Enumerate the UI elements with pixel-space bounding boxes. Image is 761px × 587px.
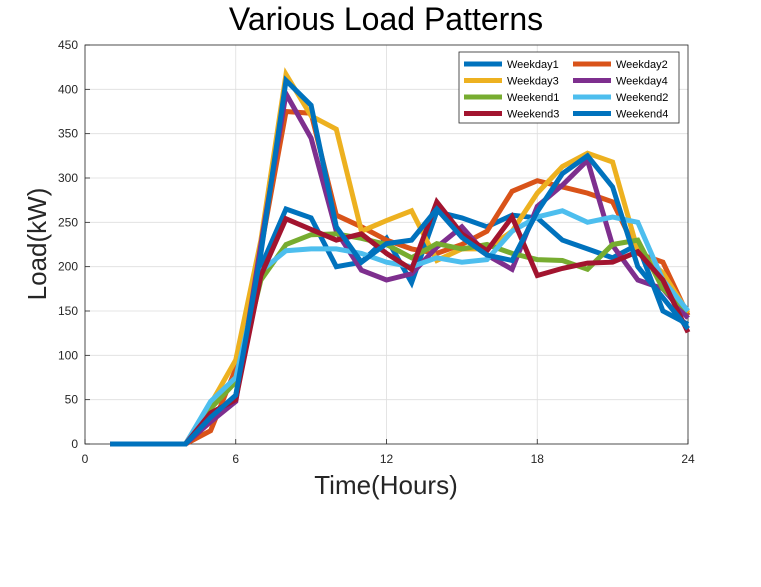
y-tick-label: 300 <box>58 171 78 185</box>
y-tick-label: 50 <box>65 393 79 407</box>
legend-label-weekend1: Weekend1 <box>507 92 559 104</box>
series-line-weekend2 <box>110 208 690 447</box>
x-tick-label: 6 <box>232 452 239 466</box>
legend-label-weekend4: Weekend4 <box>616 109 668 121</box>
x-tick-label: 24 <box>681 452 695 466</box>
y-tick-label: 350 <box>58 127 78 141</box>
legend-label-weekend3: Weekend3 <box>507 109 559 121</box>
y-tick-label: 450 <box>58 38 78 52</box>
y-tick-label: 250 <box>58 215 78 229</box>
y-axis: 0 50 100 150 200 250 300 350 400 450 <box>58 38 90 451</box>
legend-label-weekday4: Weekday4 <box>616 76 668 88</box>
legend-label-weekend2: Weekend2 <box>616 92 668 104</box>
x-axis-label: Time(Hours) <box>314 470 457 500</box>
series-line-weekend4 <box>110 75 690 447</box>
series-line-weekday2 <box>110 108 691 447</box>
x-tick-label: 12 <box>380 452 394 466</box>
legend-label-weekday2: Weekday2 <box>616 59 668 71</box>
chart-title: Various Load Patterns <box>229 1 543 37</box>
series-line-weekday4 <box>110 86 690 447</box>
series-line-weekend3 <box>110 196 691 447</box>
y-tick-label: 150 <box>58 304 78 318</box>
y-axis-label: Load(kW) <box>22 188 52 301</box>
legend-label-weekday1: Weekday1 <box>507 59 559 71</box>
y-tick-label: 0 <box>71 437 78 451</box>
series-lines <box>110 67 691 447</box>
x-tick-label: 0 <box>82 452 89 466</box>
legend-label-weekday3: Weekday3 <box>507 76 559 88</box>
y-tick-label: 400 <box>58 82 78 96</box>
y-tick-label: 100 <box>58 348 78 362</box>
legend: Weekday1 Weekday2 Weekday3 Weekday4 Weekend1… <box>458 51 680 124</box>
y-tick-label: 200 <box>58 260 78 274</box>
x-tick-label: 18 <box>531 452 545 466</box>
x-axis: 0 6 12 18 24 <box>82 439 695 466</box>
